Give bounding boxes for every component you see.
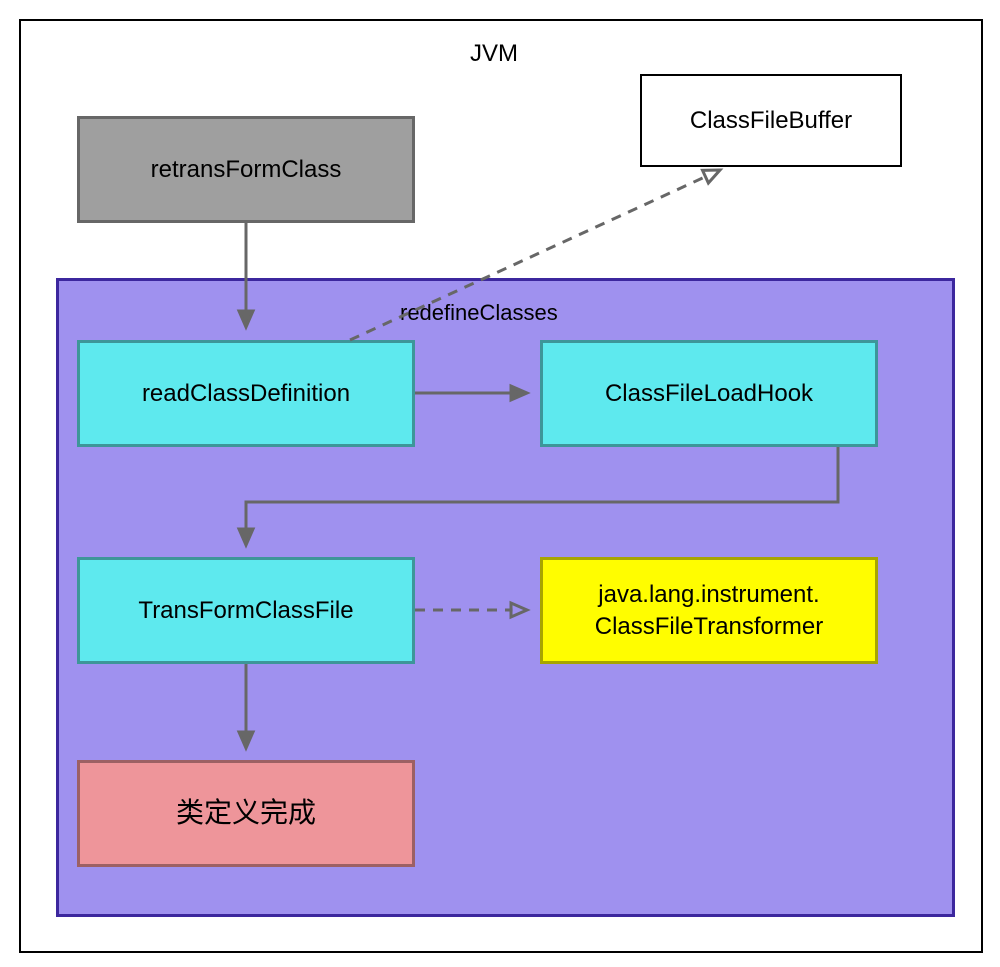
class-file-load-hook-box: ClassFileLoadHook [540,340,878,447]
class-def-complete-label: 类定义完成 [176,795,316,831]
read-class-definition-label: readClassDefinition [142,378,350,409]
class-file-buffer-box: ClassFileBuffer [640,74,902,167]
java-lang-instrument-box: java.lang.instrument.ClassFileTransforme… [540,557,878,664]
read-class-definition-box: readClassDefinition [77,340,415,447]
class-file-load-hook-label: ClassFileLoadHook [605,378,813,409]
retransform-class-box: retransFormClass [77,116,415,223]
java-lang-instrument-label: java.lang.instrument.ClassFileTransforme… [595,579,823,641]
transform-class-file-box: TransFormClassFile [77,557,415,664]
class-def-complete-box: 类定义完成 [77,760,415,867]
redefine-classes-label: redefineClasses [400,300,558,326]
retransform-class-label: retransFormClass [151,154,342,185]
class-file-buffer-label: ClassFileBuffer [690,105,852,136]
transform-class-file-label: TransFormClassFile [138,595,353,626]
jvm-title: JVM [470,40,518,68]
diagram-canvas: JVM redefineClasses retransFormClass Cla… [0,0,1000,967]
